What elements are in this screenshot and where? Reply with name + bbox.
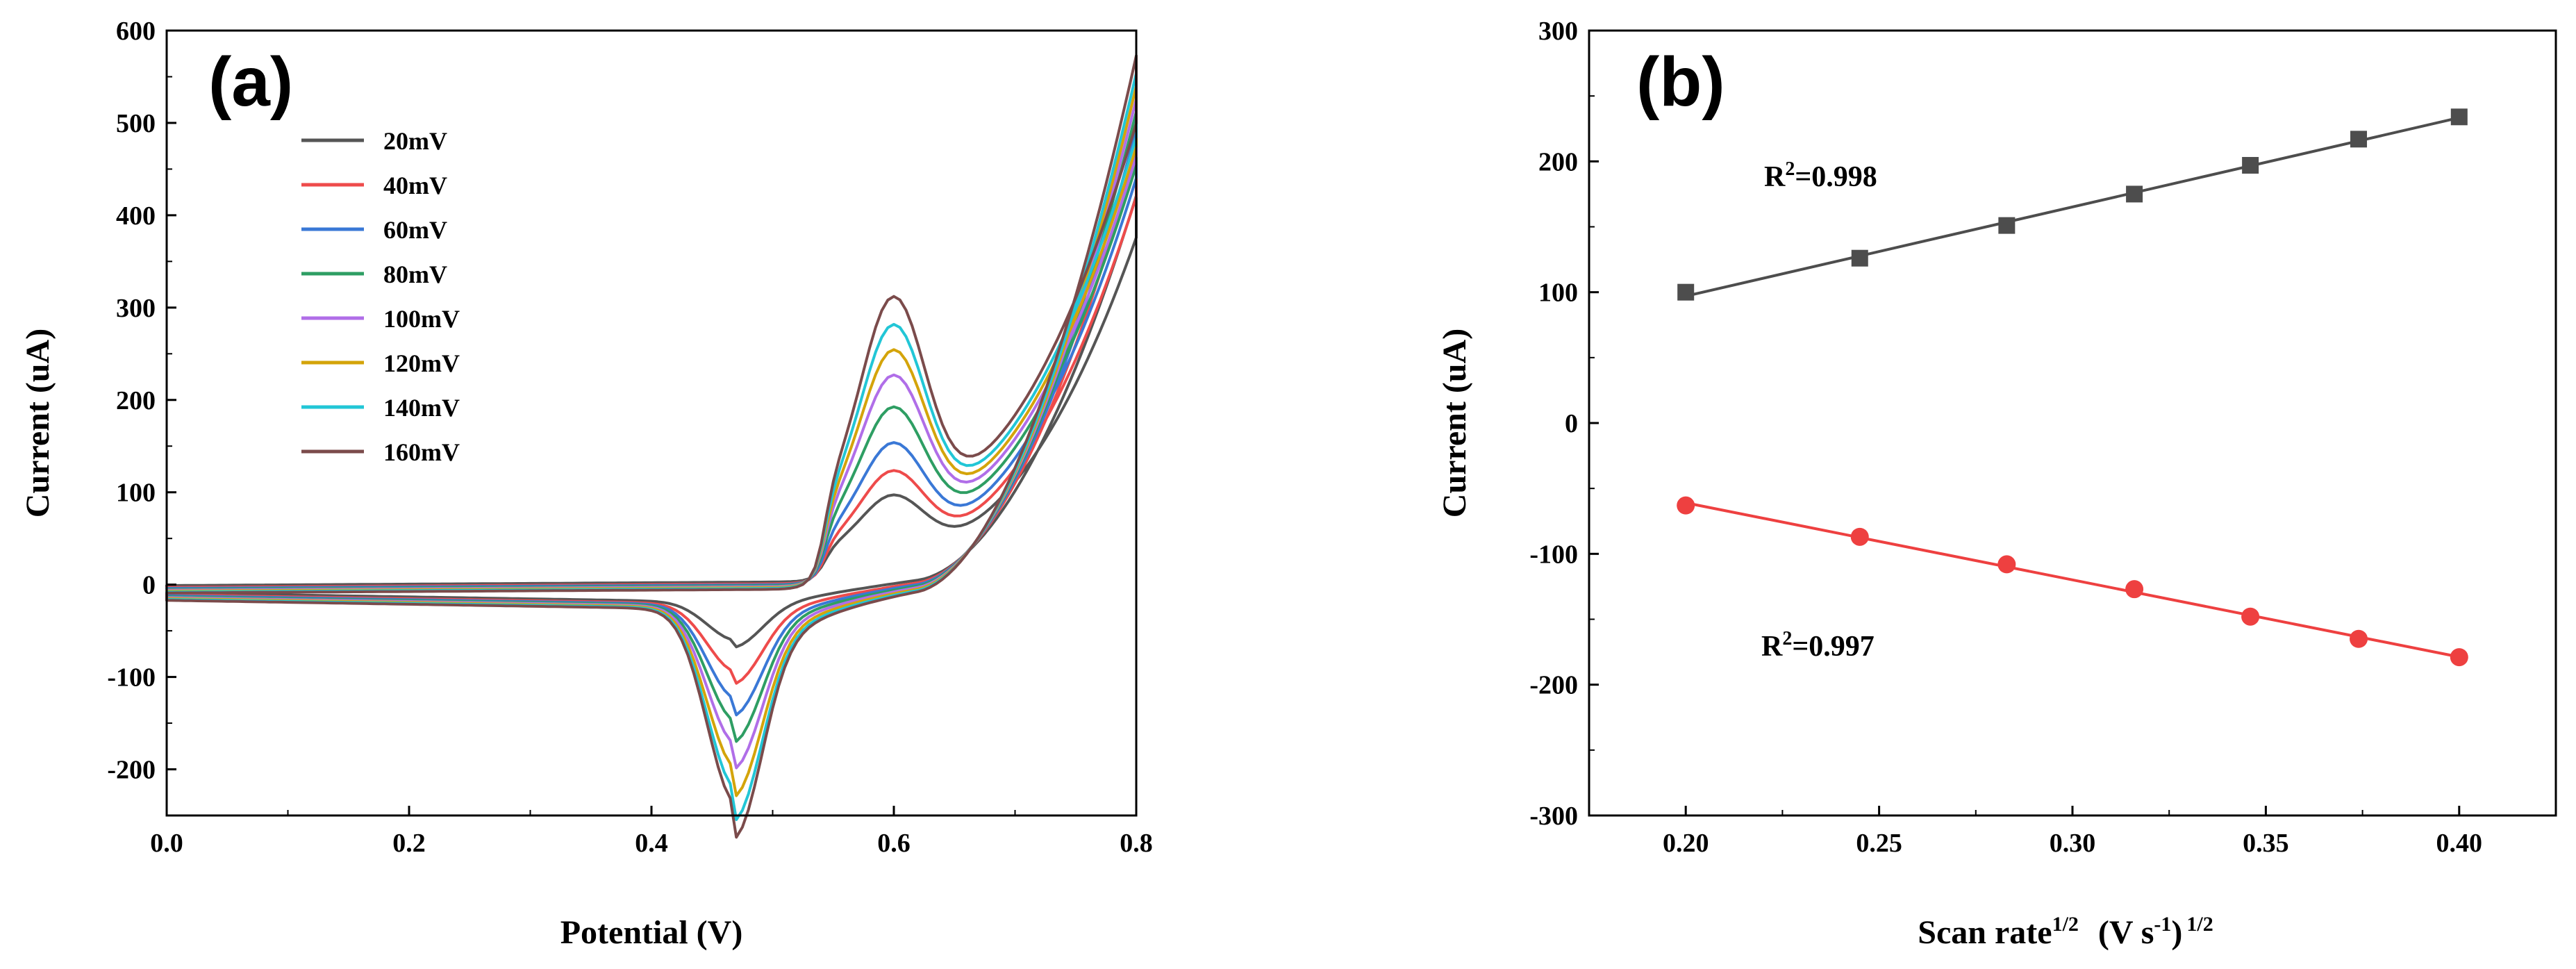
- data-point-square: [2350, 131, 2368, 148]
- x-tick-label: 0.20: [1663, 829, 1709, 858]
- fit-lines: [1685, 116, 2460, 659]
- y-tick-label: -300: [1529, 802, 1578, 831]
- data-point-circle: [2450, 648, 2468, 667]
- x-title-unit-a: (V s: [2098, 914, 2154, 951]
- x-title-unit-sup2: 1/2: [2186, 913, 2213, 936]
- y-tick-label: -200: [1529, 671, 1578, 700]
- panel-b-label: (b): [1636, 43, 1725, 121]
- legend-label: 80mV: [383, 260, 447, 288]
- x-tick-label: 0.4: [635, 829, 668, 858]
- y-tick-label: 100: [1538, 279, 1578, 308]
- legend-label: 20mV: [383, 127, 447, 155]
- y-tick-label: 300: [116, 294, 156, 323]
- r-squared-value: =0.997: [1792, 631, 1874, 663]
- r-squared-sup: 2: [1782, 628, 1792, 649]
- legend-label: 120mV: [383, 349, 460, 377]
- r-squared-sup: 2: [1785, 158, 1795, 180]
- y-tick-label: 200: [1538, 147, 1578, 176]
- panel-a-frame: [165, 29, 1138, 817]
- fit-line: [1685, 116, 2460, 298]
- data-point-square: [2450, 108, 2468, 126]
- cv-curve-60mV: [165, 128, 1138, 717]
- data-point-square: [1677, 283, 1695, 301]
- data-points: [1677, 108, 2468, 667]
- legend-label: 40mV: [383, 172, 447, 199]
- legend-label: 100mV: [383, 305, 460, 333]
- r-squared-prefix: R: [1764, 161, 1786, 193]
- data-point-circle: [2125, 580, 2144, 599]
- data-point-square: [2126, 185, 2143, 203]
- x-title-main: Scan rate: [1918, 914, 2052, 951]
- panel-a-y-axis-title: Current (uA): [19, 329, 56, 517]
- r-squared-prefix: R: [1761, 631, 1783, 663]
- panel-a-x-axis-title: Potential (V): [560, 914, 743, 951]
- cv-curve-100mV: [165, 97, 1138, 770]
- data-point-square: [2242, 156, 2259, 174]
- panel-a-ticks: 0.0 0.2 0.4 0.6 0.8 -200 -100 0 100 200 300 400 500 6…: [107, 17, 1152, 858]
- y-tick-label: 500: [116, 109, 156, 138]
- y-tick-label: 300: [1538, 17, 1578, 46]
- x-tick-label: 0.30: [2050, 829, 2096, 858]
- legend-label: 60mV: [383, 216, 447, 244]
- r-squared-annotation-top: R2=0.998: [1764, 158, 1877, 193]
- x-tick-label: 0.6: [877, 829, 911, 858]
- legend-label: 160mV: [383, 438, 460, 466]
- data-point-square: [1851, 249, 1868, 267]
- x-title-unit-b: ): [2171, 914, 2182, 951]
- cv-curves: [165, 54, 1138, 839]
- data-point-circle: [1997, 555, 2016, 574]
- y-tick-label: 0: [1565, 409, 1578, 438]
- y-tick-label: -100: [107, 663, 156, 693]
- cv-curve-80mV: [165, 110, 1138, 743]
- data-point-square: [1998, 217, 2016, 234]
- panel-a-label: (a): [208, 43, 293, 121]
- y-tick-label: 400: [116, 201, 156, 231]
- data-point-circle: [1850, 527, 1869, 546]
- y-tick-label: 100: [116, 479, 156, 508]
- x-tick-label: 0.8: [1120, 829, 1153, 858]
- x-title-unit-sup: -1: [2154, 913, 2171, 936]
- fit-line: [1685, 501, 2460, 659]
- x-tick-label: 0.40: [2436, 829, 2483, 858]
- panel-a: 0.0 0.2 0.4 0.6 0.8 -200 -100 0 100 200 300 400 500 6…: [19, 17, 1153, 951]
- y-tick-label: -100: [1529, 540, 1578, 569]
- cv-curve-120mV: [165, 85, 1138, 797]
- x-tick-label: 0.0: [150, 829, 183, 858]
- data-point-circle: [2350, 629, 2368, 648]
- panel-b-y-axis-title: Current (uA): [1436, 329, 1473, 517]
- x-tick-label: 0.2: [392, 829, 426, 858]
- x-tick-label: 0.25: [1856, 829, 1902, 858]
- y-tick-label: 200: [116, 386, 156, 415]
- x-tick-label: 0.35: [2243, 829, 2289, 858]
- panel-b: 0.20 0.25 0.30 0.35 0.40 -300 -200 -100 0 100 200 3…: [1436, 17, 2557, 951]
- cv-curve-160mV: [165, 54, 1138, 839]
- r-squared-annotation-bottom: R2=0.997: [1761, 628, 1875, 663]
- y-tick-label: -200: [107, 756, 156, 785]
- data-point-circle: [2241, 607, 2260, 626]
- data-point-circle: [1677, 496, 1695, 515]
- legend-label: 140mV: [383, 394, 460, 422]
- y-tick-label: 0: [142, 571, 156, 600]
- y-tick-label: 600: [116, 17, 156, 46]
- cv-curve-20mV: [165, 194, 1138, 649]
- panel-b-ticks: 0.20 0.25 0.30 0.35 0.40 -300 -200 -100 0 100 200 3…: [1529, 17, 2482, 858]
- r-squared-value: =0.998: [1795, 161, 1877, 193]
- x-title-sup: 1/2: [2052, 913, 2079, 936]
- legend: 20mV 40mV 60mV 80mV 100mV 120mV 140mV 160mV: [301, 127, 460, 466]
- panel-b-x-axis-title: Scan rate1/2 (V s-1) 1/2: [1918, 913, 2213, 951]
- panel-b-frame: [1588, 29, 2557, 817]
